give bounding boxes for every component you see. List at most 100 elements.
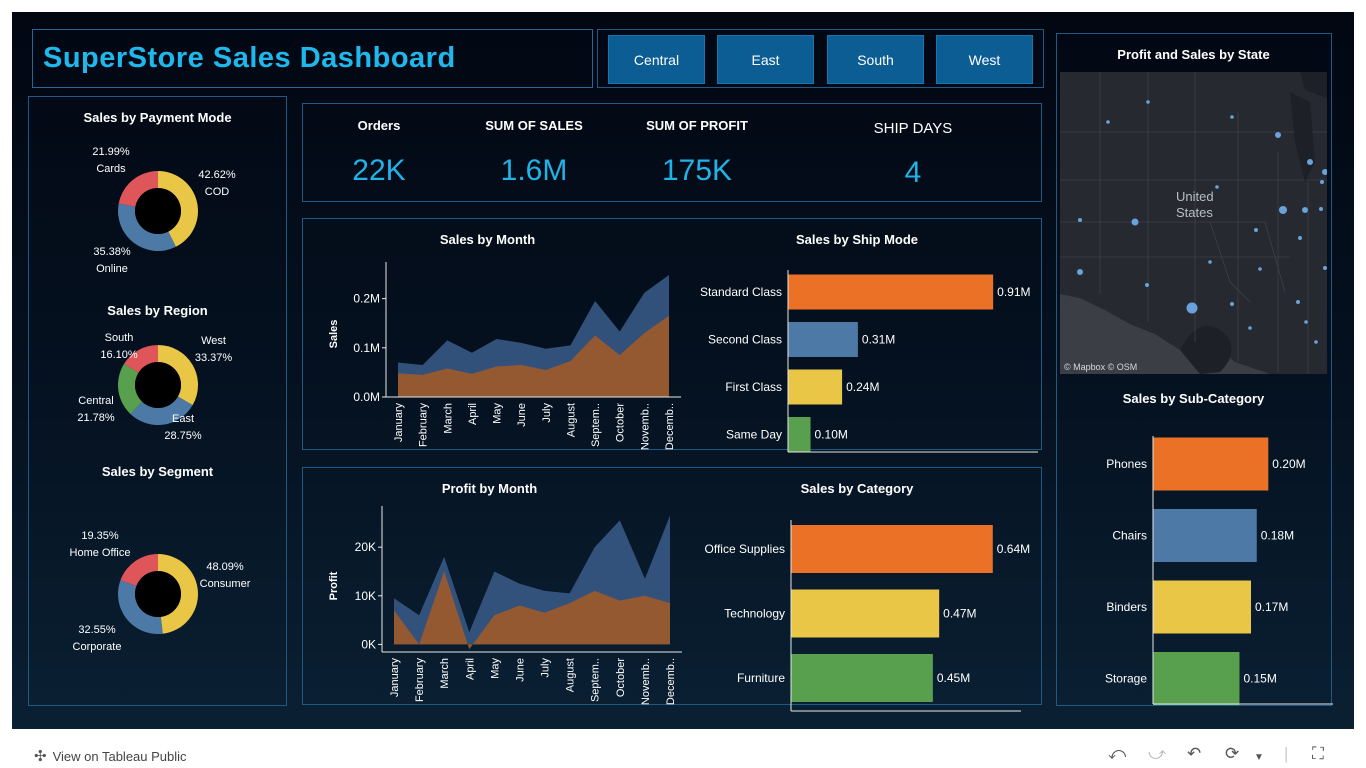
cards-label: 21.99% Cards [92, 146, 130, 175]
bar-furniture [791, 654, 933, 702]
bar-category-label: Same Day [726, 428, 782, 442]
region-button-south[interactable]: South [827, 35, 924, 84]
x-tick-label: Novemb.. [640, 658, 652, 705]
sales-by-sub-category-chart: 0.20M Phones 0.18M Chairs 0.17M Binders 0.15M S… [1105, 436, 1333, 705]
bar-category-label: Standard Class [700, 285, 782, 299]
x-tick-label: February [414, 658, 426, 703]
orders-kpi-value: 22K [352, 154, 406, 187]
x-tick-label: April [464, 658, 476, 680]
x-tick-label: October [615, 658, 627, 697]
x-tick-label: August [565, 658, 577, 692]
y-axis-title: Profit [328, 571, 340, 600]
slice-central [118, 363, 143, 414]
bar-value-label: 0.10M [815, 428, 848, 442]
x-tick-label: Septem.. [590, 658, 602, 702]
x-tick-label: June [514, 658, 526, 682]
bar-technology [791, 589, 940, 638]
profit-by-month-chart: 0K 10K 20K January February March April May June… [328, 506, 682, 705]
sales-by-ship-mode-title: Sales by Ship Mode [795, 232, 919, 247]
dashboard-title: SuperStore Sales Dashboard [43, 42, 456, 74]
ship-days-kpi-value: 4 [904, 156, 922, 189]
x-tick-label: January [389, 658, 401, 698]
sub-category-title: Sales by Sub-Category [1122, 391, 1265, 406]
map-graphic: United States © Mapbox © OSM [1060, 72, 1327, 374]
sales-kpi-label: SUM OF SALES [485, 118, 583, 133]
bar-category-label: Furniture [737, 671, 785, 685]
x-tick-label: Novemb.. [639, 403, 651, 450]
region-donut [118, 345, 198, 425]
divider: | [1284, 744, 1289, 763]
donut-hole [135, 188, 181, 234]
title-panel: SuperStore Sales Dashboard [32, 29, 593, 88]
bar-category-label: Office Supplies [705, 542, 786, 556]
west-label: West 33.37% [194, 335, 233, 364]
ship-days-kpi-label: SHIP DAYS [873, 120, 953, 137]
sales-row-panel [302, 218, 1042, 450]
redo-icon[interactable]: ⤻ [1148, 744, 1167, 763]
bar-category-label: Storage [1105, 672, 1147, 686]
donut-panel: Sales by Payment Mode 21.99% Cards 42.62%… [28, 96, 287, 706]
undo-icon[interactable]: ⤺ [1108, 744, 1127, 763]
slice-south [124, 345, 158, 373]
y-tick-label: 0.2M [353, 292, 380, 306]
x-tick-label: May [489, 658, 501, 679]
region-button-central[interactable]: Central [608, 35, 705, 84]
x-tick-label: July [540, 658, 552, 678]
profit-row-panel [302, 467, 1042, 705]
bar-standard-class [788, 274, 994, 310]
x-tick-label: May [492, 403, 504, 424]
consumer-label: 48.09% Consumer [199, 561, 251, 590]
orders-kpi-label: Orders [357, 118, 401, 133]
bar-category-label: Second Class [708, 333, 782, 347]
x-tick-label: Decemb.. [664, 403, 676, 450]
payment-mode-title: Sales by Payment Mode [83, 110, 232, 125]
online-label: 35.38% Online [93, 246, 131, 275]
corporate-label: 32.55% Corporate [72, 624, 122, 653]
cod-label: 42.62% COD [198, 169, 236, 198]
fullscreen-icon[interactable]: ⛶ [1312, 744, 1324, 763]
bar-second-class [788, 322, 858, 357]
bar-first-class [788, 369, 843, 405]
map-attribution: © Mapbox © OSM [1064, 362, 1137, 372]
bar-value-label: 0.18M [1261, 529, 1294, 543]
bar-value-label: 0.15M [1243, 672, 1276, 686]
y-axis-title: Sales [328, 320, 340, 349]
view-on-tableau-link[interactable]: ✣ View on Tableau Public [34, 747, 187, 765]
south-label: South 16.10% [100, 332, 138, 361]
home-office-label: 19.35% Home Office [69, 530, 131, 559]
tableau-logo-icon: ✣ [34, 748, 47, 765]
bar-office-supplies [791, 525, 993, 573]
sales-by-category-chart: 0.64M Office Supplies 0.47M Technology 0.45M… [705, 520, 1030, 712]
slice-cards [118, 171, 158, 207]
slice-west [158, 345, 198, 406]
bar-category-label: First Class [725, 380, 782, 394]
segment-chart-title: Sales by Segment [101, 464, 214, 479]
bar-category-label: Phones [1106, 457, 1147, 471]
bar-same-day [788, 417, 811, 452]
x-tick-label: April [467, 403, 479, 425]
profit-kpi-label: SUM OF PROFIT [646, 118, 748, 133]
refresh-icon[interactable]: ⟳ [1225, 744, 1240, 763]
slice-online [118, 203, 176, 251]
region-button-east[interactable]: East [717, 35, 814, 84]
bar-phones [1153, 437, 1269, 491]
view-link-label: View on Tableau Public [52, 748, 187, 764]
x-tick-label: June [516, 403, 528, 427]
area-subset [398, 315, 669, 397]
region-button-west[interactable]: West [936, 35, 1033, 84]
donut-hole [135, 362, 181, 408]
x-tick-label: Septem.. [590, 403, 602, 447]
x-tick-label: February [418, 403, 430, 448]
map-country-label-2: States [1176, 205, 1213, 220]
bar-value-label: 0.20M [1272, 457, 1305, 471]
chevron-down-icon[interactable]: ▼ [1254, 752, 1264, 763]
bar-category-label: Technology [724, 607, 785, 621]
us-state-map[interactable]: United States © Mapbox © OSM [1060, 72, 1327, 374]
revert-icon[interactable]: ↶ [1187, 744, 1202, 763]
bar-chairs [1153, 509, 1257, 562]
sales-by-category-title: Sales by Category [800, 481, 914, 496]
bar-value-label: 0.31M [862, 333, 895, 347]
payment-mode-donut [118, 171, 198, 251]
region-chart-title: Sales by Region [107, 303, 208, 318]
segment-donut [118, 554, 199, 634]
